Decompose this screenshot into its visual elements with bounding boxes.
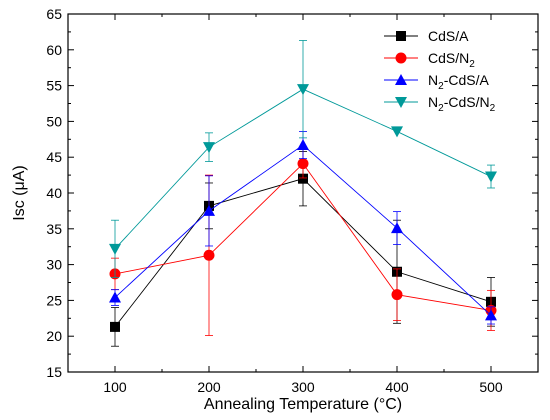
data-point — [485, 309, 497, 321]
data-point — [297, 84, 309, 96]
legend-subscript: 2 — [490, 103, 496, 114]
data-point — [391, 126, 403, 138]
x-tick-label: 300 — [291, 379, 315, 395]
data-point — [203, 142, 215, 154]
data-point — [109, 291, 121, 303]
data-point — [485, 171, 497, 183]
legend-marker — [396, 31, 406, 41]
legend-text: CdS/N — [428, 50, 469, 66]
legend-label: CdS/A — [428, 28, 469, 44]
legend-label: CdS/N2 — [428, 50, 475, 70]
x-tick-label: 200 — [197, 379, 221, 395]
series-3 — [109, 40, 497, 278]
x-tick-label: 400 — [385, 379, 409, 395]
y-tick-label: 45 — [46, 149, 62, 165]
legend-text: -CdS/A — [444, 72, 490, 88]
data-point — [297, 158, 309, 170]
legend-text: N — [428, 94, 438, 110]
y-tick-label: 25 — [46, 292, 62, 308]
x-tick-label: 100 — [103, 379, 127, 395]
legend-item-1: CdS/N2 — [384, 50, 475, 70]
legend-subscript: 2 — [438, 81, 444, 92]
x-axis-title: Annealing Temperature (°C) — [204, 396, 402, 413]
y-tick-label: 60 — [46, 42, 62, 58]
data-point — [391, 222, 403, 234]
data-point — [203, 249, 215, 261]
data-point — [297, 139, 309, 151]
legend-marker — [395, 97, 407, 108]
series-2 — [109, 131, 497, 325]
y-tick-label: 35 — [46, 221, 62, 237]
series-1 — [109, 148, 497, 336]
axes-layer: 15 20 25 30 35 40 45 50 55 60 65 100 200 300 400 500 Ann… — [11, 6, 539, 413]
data-point — [391, 289, 403, 301]
y-tick-label: 30 — [46, 257, 62, 273]
y-tick-label: 55 — [46, 78, 62, 94]
legend-subscript: 2 — [438, 103, 444, 114]
data-point — [110, 321, 120, 332]
legend-text: N — [428, 72, 438, 88]
data-point — [298, 173, 308, 184]
legend-item-2: N2-CdS/A — [384, 72, 489, 92]
y-tick-label: 40 — [46, 185, 62, 201]
y-tick-label: 50 — [46, 113, 62, 129]
legend-item-0: CdS/A — [384, 28, 469, 44]
legend-text: -CdS/N — [444, 94, 490, 110]
data-point — [109, 243, 121, 255]
legend-marker — [395, 52, 407, 64]
y-axis-title: Isc (μA) — [11, 165, 28, 220]
data-point — [203, 204, 215, 216]
legend-label: N2-CdS/A — [428, 72, 489, 92]
series-layer — [109, 40, 497, 347]
legend-label: N2-CdS/N2 — [428, 94, 496, 114]
y-tick-label: 15 — [46, 364, 62, 380]
legend-subscript: 2 — [469, 59, 475, 70]
legend-marker — [395, 74, 407, 85]
legend-item-3: N2-CdS/N2 — [384, 94, 496, 114]
x-tick-label: 500 — [479, 379, 503, 395]
y-tick-label: 20 — [46, 328, 62, 344]
y-tick-label: 65 — [46, 6, 62, 22]
legend-text: CdS/A — [428, 28, 469, 44]
